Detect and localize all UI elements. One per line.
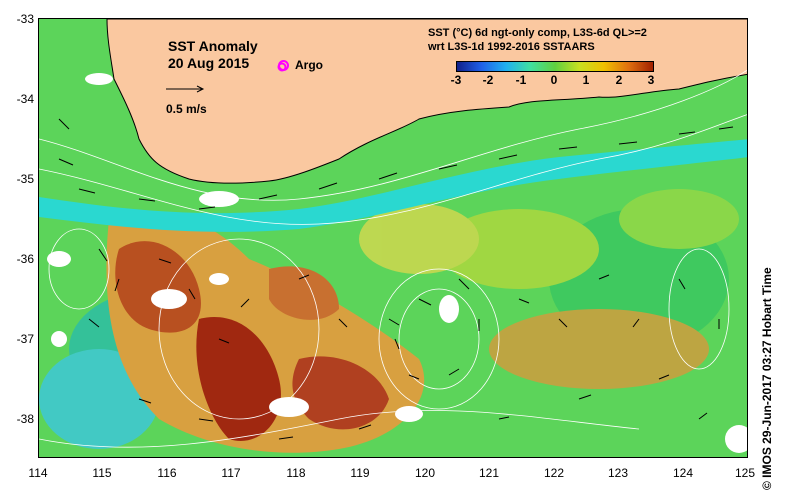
x-tick-label: 119	[350, 466, 370, 480]
cloud-gaps	[47, 73, 747, 453]
x-tick-label: 125	[734, 466, 756, 480]
y-tick-label: -36	[16, 252, 34, 266]
x-tick-label: 116	[157, 466, 177, 480]
contour-lines	[39, 69, 747, 448]
velocity-scale: 0.5 m/s	[166, 84, 207, 116]
x-tick-label: 120	[414, 466, 436, 480]
colorbar-tick: 0	[550, 73, 558, 87]
y-tick-label: -38	[16, 412, 34, 426]
y-tick-label: -34	[16, 92, 34, 106]
x-tick-label: 115	[92, 466, 112, 480]
y-tick-label: -37	[16, 332, 34, 346]
colorbar-tick: 2	[615, 73, 623, 87]
argo-label: Argo	[295, 58, 323, 72]
y-tick-label: -35	[16, 172, 34, 186]
colorbar-tick: -2	[482, 73, 494, 87]
x-tick-label: 114	[28, 466, 48, 480]
x-tick-label: 118	[286, 466, 306, 480]
warm-anomaly	[106, 211, 425, 453]
colorbar	[456, 61, 654, 72]
velocity-arrows	[58, 118, 734, 440]
scale-arrow-icon	[166, 85, 205, 93]
argo-legend: Argo	[278, 58, 323, 72]
x-tick-label: 117	[221, 466, 241, 480]
argo-circle-icon	[278, 60, 289, 72]
y-tick-label: -33	[16, 12, 34, 26]
scale-label: 0.5 m/s	[166, 102, 207, 116]
map-title: SST Anomaly 20 Aug 2015	[168, 38, 258, 72]
x-tick-label: 122	[543, 466, 565, 480]
map-area[interactable]	[38, 18, 748, 458]
x-tick-label: 123	[607, 466, 629, 480]
colorbar-tick: -1	[515, 73, 527, 87]
colorbar-tick: 3	[647, 73, 655, 87]
colorbar-title-line-1: SST (°C) 6d ngt-only comp, L3S-6d QL>=2	[428, 27, 647, 39]
colorbar-title-line-2: wrt L3S-1d 1992-2016 SSTAARS	[428, 41, 595, 53]
colorbar-tick: -3	[450, 73, 462, 87]
colorbar-title: SST (°C) 6d ngt-only comp, L3S-6d QL>=2 …	[428, 26, 647, 54]
x-tick-label: 121	[478, 466, 500, 480]
imos-credit: © IMOS 29-Jun-2017 03:27 Hobart Time	[760, 267, 774, 490]
colorbar-tick: 1	[582, 73, 590, 87]
leeuwin-current-band	[39, 139, 747, 232]
title-line-1: SST Anomaly	[168, 38, 258, 54]
sst-map	[39, 19, 747, 457]
title-date: 20 Aug 2015	[168, 55, 250, 71]
land-mass	[106, 19, 747, 184]
x-tick-label: 124	[672, 466, 694, 480]
